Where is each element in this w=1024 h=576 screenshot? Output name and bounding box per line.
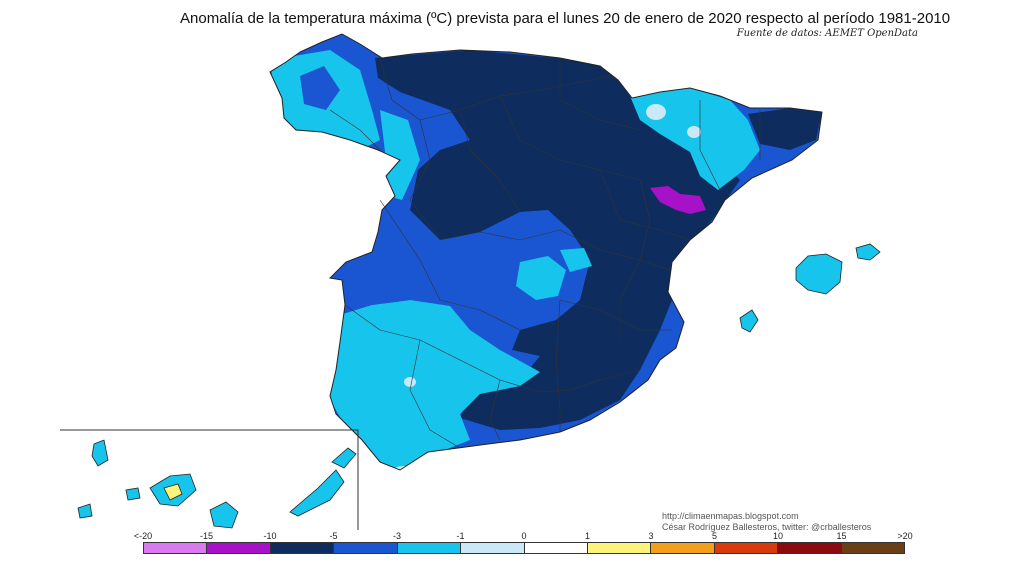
credits: http://climaenmapas.blogspot.com César R… <box>662 511 871 533</box>
legend-tick-label: -10 <box>263 531 277 541</box>
legend-swatch <box>334 543 398 553</box>
legend-swatch <box>397 543 462 553</box>
peninsula <box>270 34 822 470</box>
blog-link[interactable]: http://climaenmapas.blogspot.com <box>662 511 799 521</box>
legend-swatch <box>841 543 905 553</box>
legend-swatch <box>778 543 842 553</box>
legend-tick-label: 0 <box>521 531 527 541</box>
legend-swatch <box>524 543 588 553</box>
legend-swatch <box>587 543 652 553</box>
legend-tick-label: <-20 <box>133 531 153 541</box>
legend-swatch <box>207 543 271 553</box>
canary-inset-frame <box>60 429 359 530</box>
legend-tick-label: 1 <box>584 531 591 541</box>
legend-swatch <box>144 543 208 553</box>
map-title: Anomalía de la temperatura máxima (ºC) p… <box>180 10 951 27</box>
legend-tick-label: >20 <box>897 531 913 541</box>
legend-swatch <box>461 543 525 553</box>
peninsula-outline <box>269 33 823 471</box>
legend-swatch <box>270 543 335 553</box>
legend-tick-label: -1 <box>456 531 465 541</box>
anomaly-map <box>60 33 881 530</box>
legend-tick-label: 3 <box>648 531 654 541</box>
province-borders <box>329 58 761 449</box>
legend-tick-label: 5 <box>711 531 718 541</box>
canary-islands <box>77 439 357 529</box>
legend-swatch <box>714 543 779 553</box>
color-legend: <-20 -15 -10 -5 -3 -1 0 1 3 5 10 15 >20 <box>0 530 1024 576</box>
author-credit: César Rodríguez Ballesteros, twitter: @c… <box>662 522 872 532</box>
legend-swatch <box>651 543 715 553</box>
legend-tick-label: 10 <box>772 531 784 541</box>
legend-bar <box>143 542 905 554</box>
legend-tick-label: 15 <box>836 531 847 541</box>
legend-tick-label: -5 <box>329 531 338 541</box>
legend-tick-label: -15 <box>199 531 214 541</box>
balearic-islands <box>739 243 881 333</box>
data-source: Fuente de datos: AEMET OpenData <box>736 28 918 39</box>
legend-tick-label: -3 <box>392 531 402 541</box>
